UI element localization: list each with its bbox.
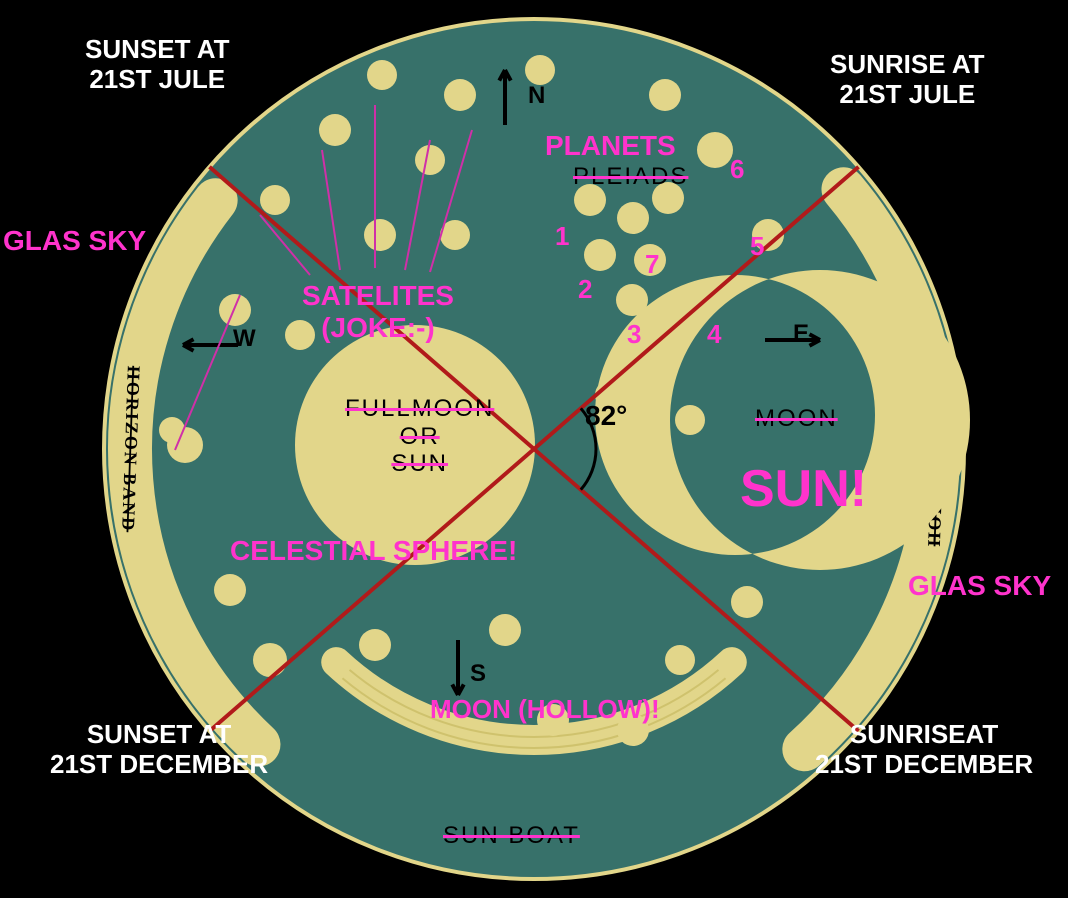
- label-glas-sky-right: GLAS SKY: [908, 570, 1051, 602]
- label-glas-sky-left: GLAS SKY: [3, 225, 146, 257]
- planet-num-4: 4: [707, 320, 721, 350]
- diagram-stage: HORIZON BANDHORIZON BAND SUNSET AT 21ST …: [0, 0, 1068, 898]
- label-angle: 82°: [585, 400, 627, 432]
- corner-bottom-right: SUNRISEAT 21ST DECEMBER: [815, 720, 1033, 780]
- corner-top-left: SUNSET AT 21ST JULE: [85, 35, 229, 95]
- planet-num-7: 7: [645, 250, 659, 280]
- compass-s-label: S: [470, 660, 486, 688]
- corner-bottom-left: SUNSET AT 21ST DECEMBER: [50, 720, 268, 780]
- label-celestial: CELESTIAL SPHERE!: [230, 535, 517, 567]
- label-sunboat-crossed: SUN BOAT: [443, 822, 580, 850]
- label-planets: PLANETS: [545, 130, 676, 162]
- corner-top-right: SUNRISE AT 21ST JULE: [830, 50, 985, 110]
- label-fullmoon-crossed: FULLMOON OR SUN: [345, 395, 494, 478]
- planet-num-2: 2: [578, 275, 592, 305]
- compass-e-label: E: [793, 320, 809, 348]
- planet-num-1: 1: [555, 222, 569, 252]
- planet-num-6: 6: [730, 155, 744, 185]
- compass-w-label: W: [233, 325, 256, 353]
- label-satelites: SATELITES (JOKE:-): [302, 280, 454, 344]
- planet-num-5: 5: [750, 232, 764, 262]
- label-moon-crossed: MOON: [755, 405, 838, 433]
- label-sun: SUN!: [740, 460, 867, 520]
- label-moon-hollow: MOON (HOLLOW)!: [430, 695, 660, 725]
- label-pleiads-crossed: PLEIADS: [573, 163, 688, 191]
- compass-n-label: N: [528, 82, 545, 110]
- planet-num-3: 3: [627, 320, 641, 350]
